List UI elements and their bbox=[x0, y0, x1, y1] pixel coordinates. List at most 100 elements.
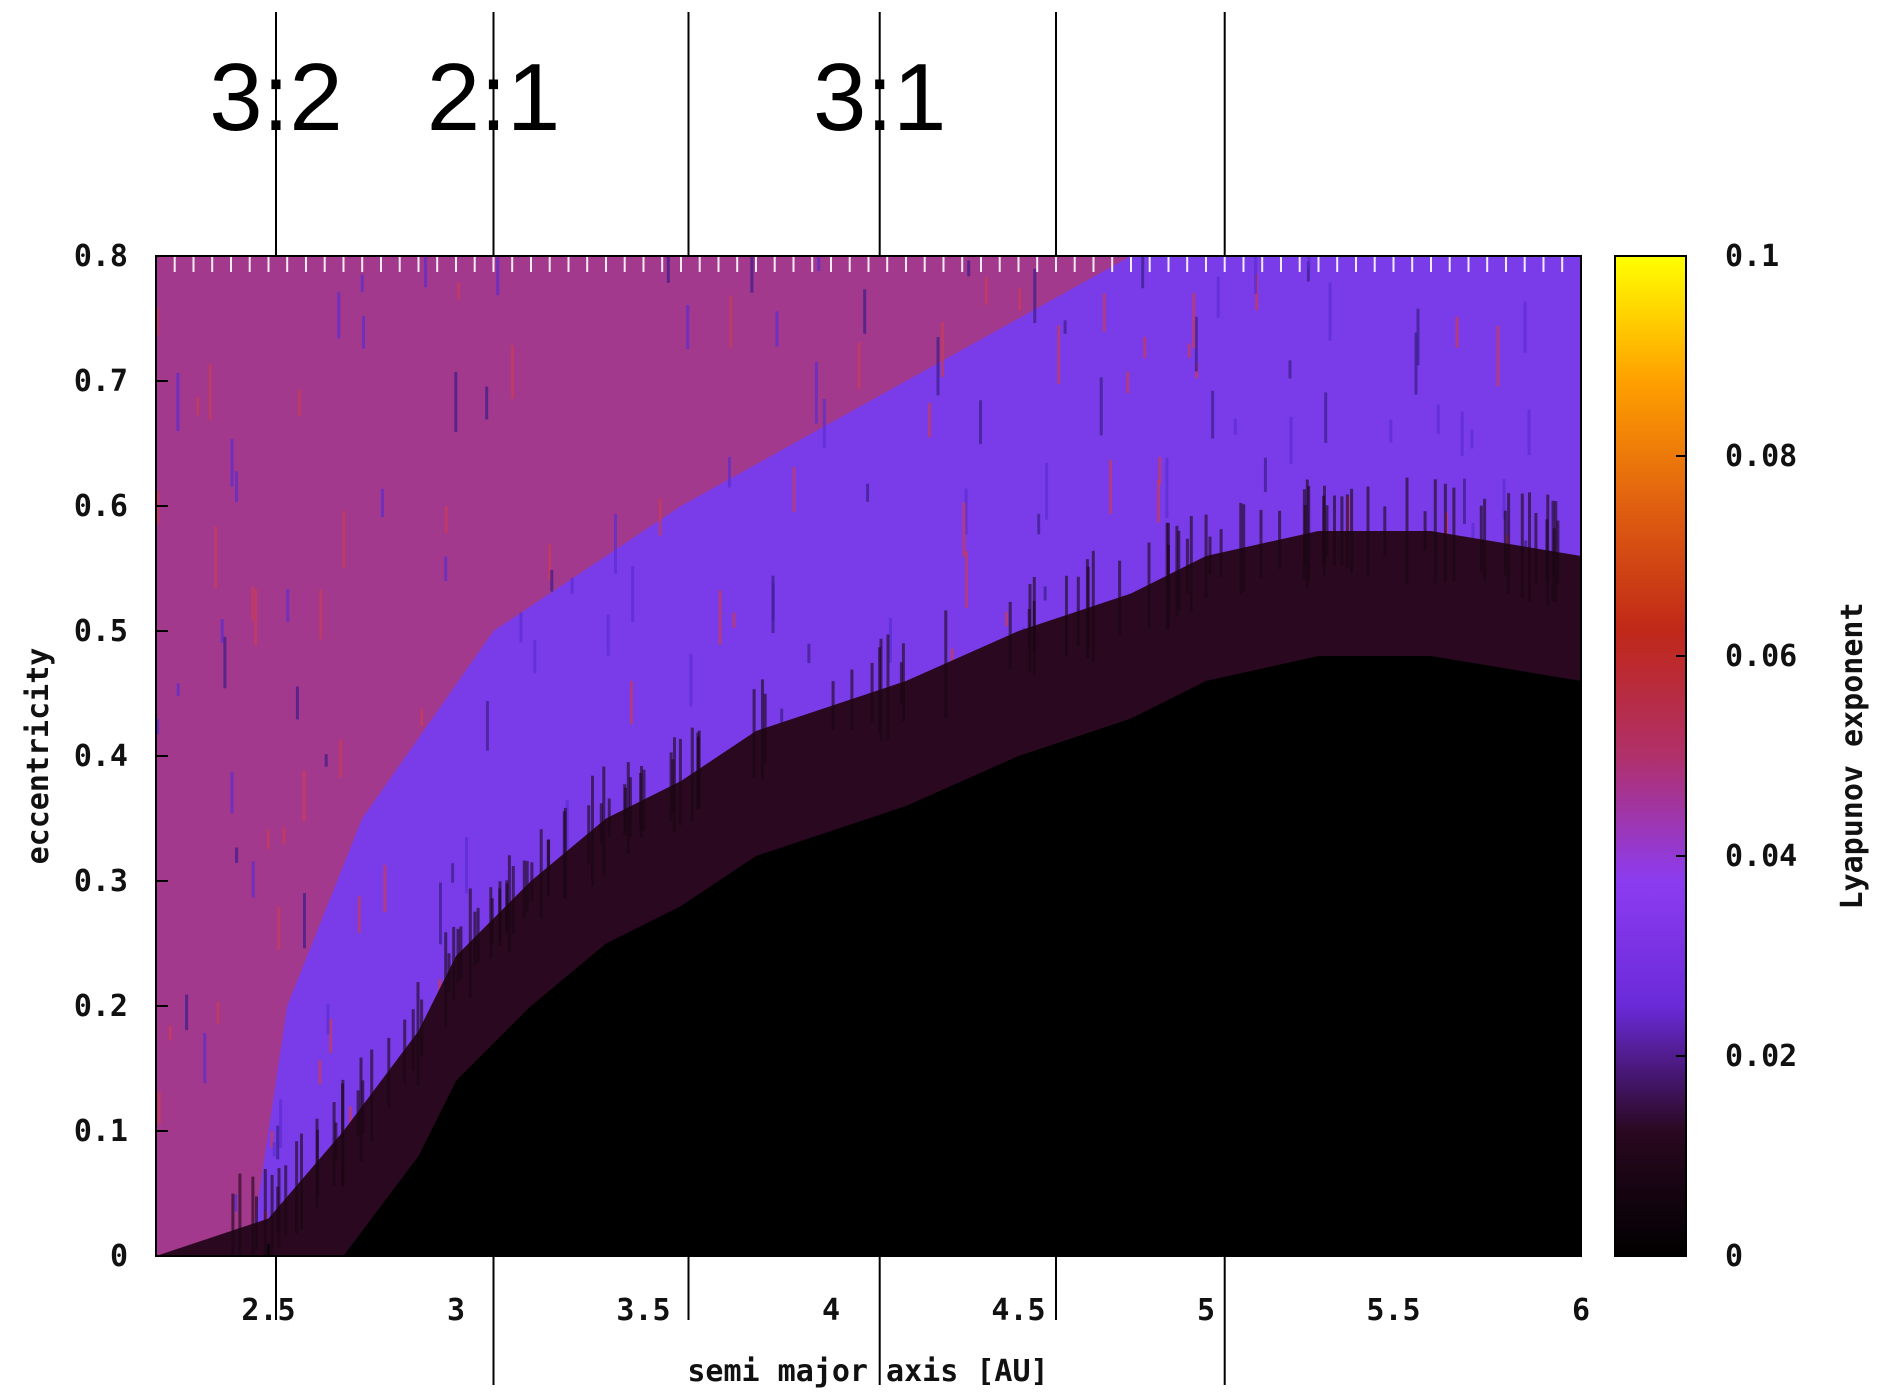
boundary-streak bbox=[1556, 520, 1560, 584]
texture-streak bbox=[570, 577, 574, 595]
texture-streak bbox=[485, 701, 489, 751]
texture-streak bbox=[1289, 416, 1293, 464]
boundary-streak bbox=[255, 1196, 258, 1250]
texture-streak bbox=[272, 1142, 276, 1157]
boundary-streak bbox=[669, 752, 673, 822]
texture-streak bbox=[203, 1033, 207, 1084]
boundary-streak bbox=[1204, 514, 1208, 599]
y-tick-label: 0.1 bbox=[74, 1114, 128, 1149]
y-tick-label: 0.3 bbox=[74, 864, 128, 899]
texture-streak bbox=[548, 544, 552, 581]
texture-streak bbox=[185, 994, 189, 1031]
texture-streak bbox=[928, 403, 931, 438]
boundary-streak bbox=[642, 769, 646, 831]
texture-streak bbox=[775, 311, 779, 347]
boundary-streak bbox=[1259, 509, 1263, 579]
texture-streak bbox=[234, 1194, 238, 1212]
texture-streak bbox=[533, 640, 537, 674]
colorbar-tick-label: 0.08 bbox=[1725, 439, 1797, 474]
boundary-streak bbox=[879, 638, 883, 741]
boundary-streak bbox=[1545, 519, 1549, 581]
boundary-streak bbox=[498, 888, 502, 940]
boundary-streak bbox=[1147, 542, 1151, 629]
texture-streak bbox=[1306, 261, 1310, 282]
texture-streak bbox=[214, 526, 217, 588]
texture-streak bbox=[565, 799, 569, 851]
texture-streak bbox=[1192, 292, 1196, 349]
texture-streak bbox=[965, 551, 969, 609]
boundary-streak bbox=[295, 1141, 299, 1234]
texture-streak bbox=[235, 847, 239, 863]
boundary-streak bbox=[899, 662, 903, 704]
texture-streak bbox=[1165, 457, 1169, 518]
boundary-streak bbox=[1534, 513, 1538, 584]
texture-streak bbox=[964, 488, 968, 535]
texture-streak bbox=[814, 362, 818, 424]
boundary-streak bbox=[673, 737, 676, 833]
boundary-streak bbox=[626, 762, 630, 855]
colorbar-tick-label: 0.1 bbox=[1725, 239, 1779, 274]
boundary-streak bbox=[456, 928, 460, 983]
texture-streak bbox=[1141, 256, 1145, 289]
texture-streak bbox=[230, 772, 234, 814]
boundary-streak bbox=[1028, 584, 1032, 672]
texture-streak bbox=[282, 827, 286, 844]
boundary-streak bbox=[284, 1165, 288, 1236]
texture-streak bbox=[465, 837, 468, 894]
boundary-streak bbox=[870, 662, 874, 723]
x-tick-label: 3.5 bbox=[616, 1293, 670, 1328]
texture-streak bbox=[863, 289, 867, 334]
texture-streak bbox=[1324, 392, 1328, 443]
boundary-streak bbox=[490, 898, 494, 945]
boundary-streak bbox=[886, 634, 890, 741]
boundary-streak bbox=[1405, 477, 1409, 585]
texture-streak bbox=[729, 295, 733, 348]
boundary-streak bbox=[1166, 522, 1170, 629]
boundary-streak bbox=[300, 1133, 303, 1230]
boundary-streak bbox=[850, 669, 854, 730]
texture-streak bbox=[807, 643, 811, 664]
boundary-streak bbox=[416, 982, 420, 1086]
boundary-streak bbox=[530, 862, 534, 901]
boundary-streak bbox=[607, 798, 611, 837]
texture-streak bbox=[168, 1025, 172, 1041]
boundary-streak bbox=[697, 730, 701, 810]
texture-streak bbox=[1389, 419, 1393, 443]
boundary-streak bbox=[1091, 550, 1095, 663]
texture-streak bbox=[718, 590, 722, 645]
boundary-streak bbox=[359, 1057, 363, 1162]
heatmap-area bbox=[156, 256, 1581, 1256]
texture-streak bbox=[1005, 611, 1009, 627]
boundary-streak bbox=[1443, 483, 1447, 583]
texture-streak bbox=[251, 861, 255, 898]
texture-streak bbox=[888, 618, 892, 663]
x-tick-label: 2.5 bbox=[241, 1293, 295, 1328]
colorbar-axis: 0 0.02 0.04 0.06 0.08 0.1 bbox=[1676, 239, 1797, 1274]
boundary-streak bbox=[1189, 516, 1193, 613]
texture-streak bbox=[220, 619, 224, 643]
texture-streak bbox=[606, 614, 610, 656]
boundary-streak bbox=[505, 880, 509, 934]
boundary-streak bbox=[1503, 510, 1507, 576]
texture-streak bbox=[156, 308, 160, 336]
boundary-streak bbox=[522, 860, 526, 918]
boundary-streak bbox=[690, 727, 694, 822]
texture-streak bbox=[208, 364, 212, 421]
x-tick-label: 6 bbox=[1572, 1293, 1590, 1328]
boundary-streak bbox=[1185, 538, 1189, 594]
y-tick-label: 0.4 bbox=[74, 739, 128, 774]
boundary-streak bbox=[1219, 529, 1223, 577]
x-tick-label: 5 bbox=[1197, 1293, 1215, 1328]
texture-streak bbox=[941, 321, 944, 377]
boundary-streak bbox=[587, 805, 591, 864]
boundary-streak bbox=[447, 953, 451, 993]
boundary-streak bbox=[473, 911, 477, 966]
boundary-streak bbox=[944, 610, 948, 718]
texture-streak bbox=[485, 386, 489, 420]
boundary-streak bbox=[231, 1193, 235, 1256]
x-axis-title: semi major axis [AU] bbox=[687, 1354, 1048, 1389]
boundary-streak bbox=[763, 693, 767, 764]
resonance-labels: 3:2 2:1 3:1 bbox=[209, 44, 946, 151]
texture-streak bbox=[1157, 480, 1160, 523]
stable-core-region bbox=[156, 656, 1581, 1256]
